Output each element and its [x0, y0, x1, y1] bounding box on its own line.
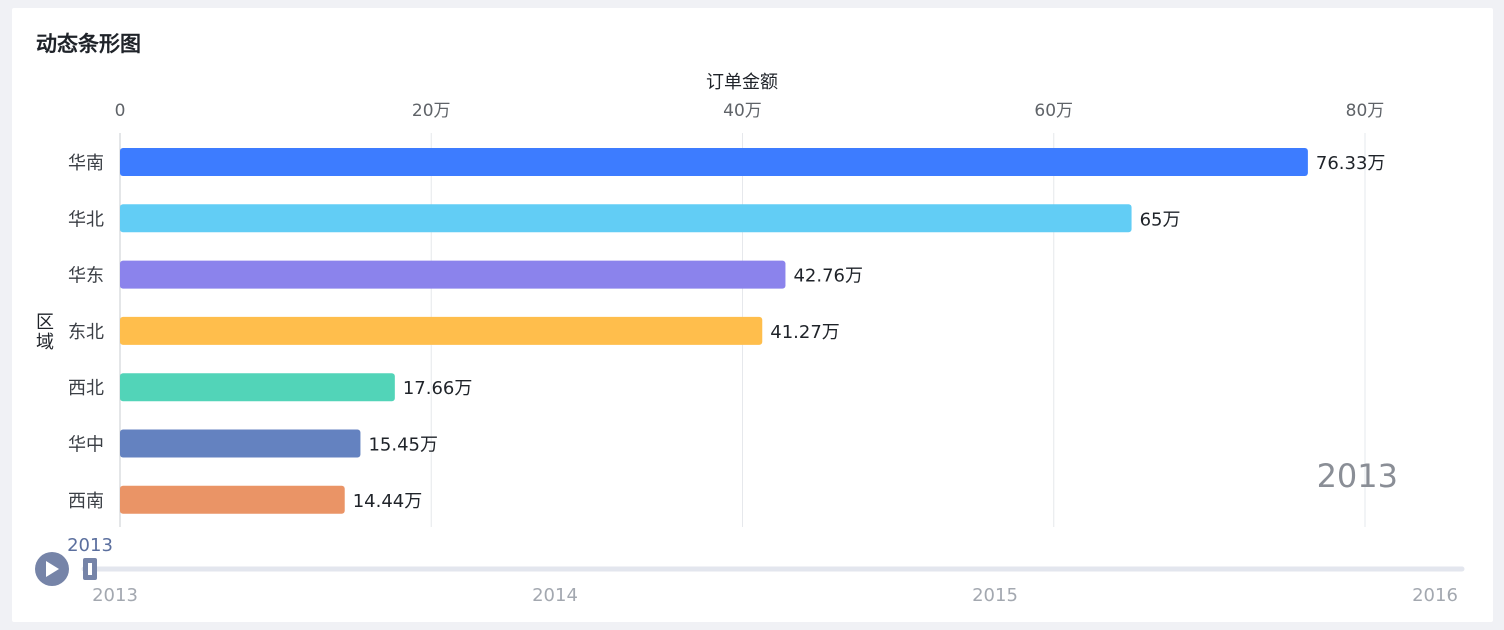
data-label: 15.45万: [368, 435, 438, 456]
x-axis-title: 订单金额: [706, 72, 778, 93]
y-tick-label: 华北: [68, 209, 104, 230]
y-tick-label: 华中: [68, 435, 104, 456]
chart-card: 动态条形图: [12, 8, 1493, 622]
timeline-year-label[interactable]: 2016: [1412, 585, 1458, 606]
bar[interactable]: [120, 316, 763, 345]
play-icon: [46, 561, 59, 577]
x-tick-label: 60万: [1034, 101, 1073, 121]
timeline-year-label[interactable]: 2014: [532, 585, 578, 606]
bar[interactable]: [120, 204, 1132, 233]
y-tick-label: 华南: [68, 153, 104, 174]
data-label: 14.44万: [353, 491, 423, 512]
timeline-handle-grip: [88, 563, 92, 575]
data-label: 65万: [1140, 209, 1181, 230]
x-tick-label: 80万: [1346, 101, 1385, 121]
current-year-watermark: 2013: [1317, 457, 1398, 495]
y-tick-label: 东北: [68, 322, 104, 343]
play-button[interactable]: [35, 552, 69, 586]
bar[interactable]: [120, 260, 786, 289]
timeline-year-label[interactable]: 2015: [972, 585, 1018, 606]
data-label: 41.27万: [770, 322, 840, 343]
timeline-current-year: 2013: [67, 535, 113, 556]
data-label: 17.66万: [403, 378, 473, 399]
x-tick-label: 20万: [412, 101, 451, 121]
y-axis-title-char: 区: [36, 312, 54, 333]
timeline-year-label[interactable]: 2013: [92, 585, 138, 606]
data-label: 76.33万: [1316, 153, 1386, 174]
bar[interactable]: [120, 485, 345, 514]
y-tick-label: 西南: [68, 491, 104, 512]
data-label: 42.76万: [793, 266, 863, 287]
bar[interactable]: [120, 429, 361, 458]
timeline-handle[interactable]: [83, 558, 97, 580]
timeline: 2013 2013 2014 2015 2016: [35, 535, 1465, 606]
x-tick-label: 0: [115, 101, 126, 121]
x-tick-label: 40万: [723, 101, 762, 121]
bar[interactable]: [120, 148, 1308, 176]
y-tick-label: 华东: [68, 266, 104, 287]
y-axis-title: 区域: [36, 312, 54, 353]
chart-title: 动态条形图: [36, 32, 141, 56]
y-tick-label: 西北: [68, 378, 104, 399]
y-axis-title-char: 域: [36, 332, 54, 353]
bar[interactable]: [120, 373, 395, 402]
